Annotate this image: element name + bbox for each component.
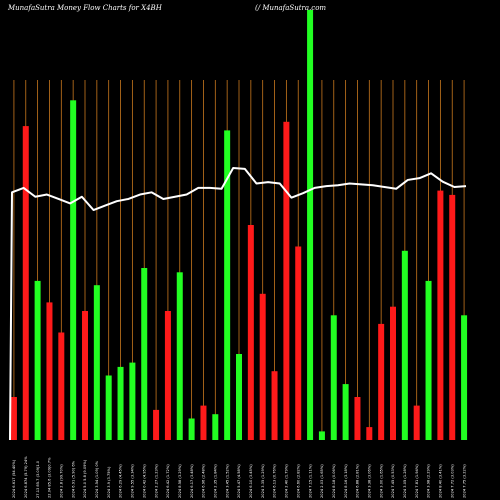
money-flow-bar [425, 280, 432, 440]
chart-title: MunafaSutra Money Flow Charts for X4BH [7, 4, 163, 12]
x-tick-label: 2024 6.60 (2.82%) [296, 464, 300, 498]
x-tick-label: 2024 7.72 (3.03%) [450, 464, 454, 498]
x-tick-label: 2024 5.0 5.8 (9.09%) [83, 459, 87, 498]
money-flow-bar [212, 414, 219, 440]
money-flow-bar [378, 323, 385, 440]
x-axis-tick-labels: 2024 6.617 (54.40%) 2024 6.874 (5.79) 24%… [12, 456, 466, 498]
x-tick-label: 2024 3.00 (1.65%) [379, 464, 383, 498]
x-tick-label: 2024 9.55 (3.34%) [131, 464, 135, 498]
money-flow-bar [224, 130, 231, 440]
x-tick-label: 2024 3.9 (3.75%) [107, 466, 111, 498]
money-flow-bar [259, 293, 266, 440]
x-tick-label: 2024 8.58 (3.29%) [178, 464, 182, 498]
money-flow-bar [176, 272, 183, 440]
x-tick-label: 2024 8.18 (0.06%) [332, 464, 336, 498]
x-tick-label: 2024 7.75 (3.22%) [462, 464, 466, 498]
money-flow-bar [46, 302, 53, 440]
x-tick-label: 2024 3.35 (1.29%) [261, 464, 265, 498]
money-flow-bar [117, 366, 124, 440]
money-flow-bar [307, 10, 314, 440]
x-tick-label: 2024 2.27 (1.23%) [154, 464, 158, 498]
x-tick-label: 2024 6.88 (2.81%) [356, 464, 360, 498]
x-tick-label: 22.04 85.6 (3.09)0.7% [48, 457, 52, 498]
money-flow-bar [342, 384, 349, 440]
money-flow-bar [58, 332, 65, 440]
money-flow-bar [247, 225, 254, 440]
money-flow-bar [82, 311, 88, 440]
x-tick-label: 2024 5.47 (4.58%) [237, 464, 241, 498]
money-flow-bar [461, 315, 468, 440]
price-line-layer [9, 167, 467, 441]
x-tick-label: 2024 3.45 (1.52%) [225, 464, 229, 498]
money-flow-bar [354, 397, 361, 440]
money-flow-bar [318, 431, 325, 440]
money-flow-bar [22, 126, 29, 440]
money-flow-bar [271, 371, 278, 440]
x-tick-label: 2024 8.40 (3.41%) [439, 464, 443, 498]
x-tick-label: 2024 6.617 (54.40%) [12, 459, 16, 498]
x-tick-label: 2024 3.05 (1.28%) [403, 464, 407, 498]
x-tick-label: 2024 7.81 (1.94%) [415, 464, 419, 498]
x-tick-label: 2024 3.54 (1.09) 0% [95, 460, 99, 498]
money-flow-bars [10, 10, 468, 441]
money-flow-bar [141, 268, 148, 440]
site-credit: (/ MunafaSutra.com [255, 4, 326, 12]
x-tick-label: 2024 6.13 (0.76%) [273, 464, 277, 498]
money-flow-bar [129, 362, 136, 440]
price-line [9, 167, 467, 441]
money-flow-bar [188, 418, 195, 440]
money-flow-bar [283, 121, 290, 441]
x-tick-label: 2024 7.15 (1.11%) [308, 464, 312, 498]
money-flow-bar [200, 405, 207, 440]
money-flow-bar [366, 427, 373, 440]
x-tick-label: 2024 6.10 (3.45%) [249, 464, 253, 498]
money-flow-bar [295, 246, 302, 440]
x-tick-label: 2024 7.45 (0.53%) [391, 464, 395, 498]
money-flow-bar [10, 397, 17, 440]
x-tick-label: 2024 6.96 (2.48%) [202, 464, 206, 498]
money-flow-bar [236, 354, 242, 440]
x-tick-label: 27.13 85.7 (3.09)1.0 [36, 460, 40, 498]
x-tick-label: 2024 2.35 (1.84%) [214, 464, 218, 498]
money-flow-bar [401, 250, 408, 440]
x-tick-label: 2024 0.42 (4.95%) [142, 464, 146, 498]
money-flow-bar [390, 306, 396, 440]
x-tick-label: 2024 6.17 (3.48%) [190, 464, 194, 498]
money-flow-bar [449, 194, 456, 440]
x-tick-label: 2024 3.98 (2.29%) [427, 464, 431, 498]
money-flow-bar [93, 285, 100, 440]
x-tick-label: 2024 6.42 (1.72%) [166, 464, 170, 498]
money-flow-bar [164, 311, 171, 440]
money-flow-bar [70, 100, 77, 441]
money-flow-bar [330, 315, 337, 440]
money-flow-bar [153, 409, 160, 440]
x-tick-label: 2024 6.874 (5.79) 24% [24, 456, 28, 498]
money-flow-bar [437, 190, 444, 440]
x-tick-label: 2024 2.40 (1.79%) [285, 464, 289, 498]
money-flow-bar [105, 375, 112, 440]
x-tick-label: 2024 2.8 (99.70%) [60, 464, 64, 498]
x-tick-label: 2024 6.29 (4.45%) [119, 464, 123, 498]
x-tick-label: 2024 6.91 (5.90) 6% [71, 460, 75, 498]
x-tick-label: 2024 3.38 (3.06%) [368, 464, 372, 498]
money-flow-bar [34, 280, 41, 440]
x-tick-label: 2024 8.16 (3.18%) [344, 464, 348, 498]
x-tick-label: 2024 2.03 (1.65%) [320, 464, 324, 498]
money-flow-bar [413, 405, 420, 440]
